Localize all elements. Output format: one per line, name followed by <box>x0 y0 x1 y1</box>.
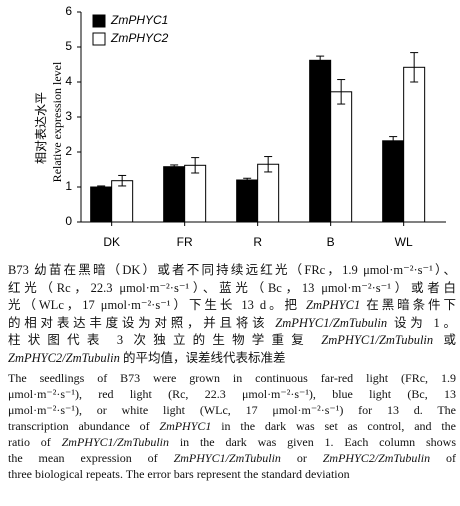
y-axis-label: Relative expression level <box>50 61 64 182</box>
bar <box>236 179 259 223</box>
caption-text: 设为 1。 <box>387 315 456 330</box>
x-tick-label: B <box>327 235 335 249</box>
y-tick-label: 4 <box>65 74 72 88</box>
legend-label: ZmPHYC1 <box>110 13 168 27</box>
bar <box>163 166 186 223</box>
caption-text: μmol·m⁻²·s⁻¹), red light (Rc, 22.3 μmol·… <box>8 387 456 401</box>
caption-text: ratio of <box>8 435 62 449</box>
caption-text: ZmPHYC1/ZmTubulin <box>61 435 169 449</box>
caption-line: B73 幼苗在黑暗（DK）或者不同持续远红光（FRc，1.9 μmol·m⁻²·… <box>8 262 456 280</box>
caption-line: 光（WLc，17 μmol·m⁻²·s⁻¹）下生长 13 d。把 ZmPHYC1… <box>8 297 456 315</box>
bar <box>330 91 353 223</box>
caption-text: ZmPHYC1/ZmTubulin <box>173 451 281 465</box>
legend-label: ZmPHYC2 <box>110 31 169 45</box>
caption-text: The seedlings of B73 were grown in conti… <box>8 371 456 385</box>
caption-text: 或 <box>433 333 456 347</box>
caption-line: 红光（Rc，22.3 μmol·m⁻²·s⁻¹）、蓝光（Bc，13 μmol·m… <box>8 280 456 298</box>
caption-line: 的相对表达丰度设为对照，并且将该 ZmPHYC1/ZmTubulin 设为 1。 <box>8 315 456 333</box>
x-tick-label: WL <box>395 235 413 249</box>
caption-line: The seedlings of B73 were grown in conti… <box>8 370 456 386</box>
caption-line: ratio of ZmPHYC1/ZmTubulin in the dark w… <box>8 434 456 450</box>
x-tick-label: DK <box>103 235 120 249</box>
y-tick-label: 1 <box>65 179 72 193</box>
caption-zh: B73 幼苗在黑暗（DK）或者不同持续远红光（FRc，1.9 μmol·m⁻²·… <box>8 262 456 367</box>
bar <box>111 180 134 223</box>
y-tick-label: 0 <box>65 214 72 228</box>
bar <box>309 59 332 223</box>
bar <box>90 186 113 223</box>
caption-en: The seedlings of B73 were grown in conti… <box>8 370 456 482</box>
caption-text: of <box>430 451 457 465</box>
caption-text: ZmPHYC1/ZmTubulin <box>321 333 434 347</box>
caption-text: in the dark was set as control, and the <box>211 419 456 433</box>
caption-line: μmol·m⁻²·s⁻¹), or white light (WLc, 17 μ… <box>8 402 456 418</box>
caption-text: three biological repeats. The error bars… <box>8 467 350 481</box>
y-tick-label: 5 <box>65 39 72 53</box>
caption-text: 光（WLc，17 μmol·m⁻²·s⁻¹）下生长 13 d。把 <box>8 298 307 312</box>
caption-text: in the dark was given 1. Each column sho… <box>169 435 456 449</box>
caption-text: 的相对表达丰度设为对照，并且将该 <box>8 315 276 330</box>
y-tick-label: 3 <box>65 109 72 123</box>
caption-text: or <box>280 451 323 465</box>
legend-swatch <box>92 14 106 28</box>
caption-text: 红光（Rc，22.3 μmol·m⁻²·s⁻¹）、蓝光（Bc，13 μmol·m… <box>8 280 456 295</box>
caption-text: B73 幼苗在黑暗（DK）或者不同持续远红光（FRc，1.9 μmol·m⁻²·… <box>8 263 456 277</box>
y-axis-label: 相对表达水平 <box>34 92 48 164</box>
caption-text: ZmPHYC1 <box>159 419 212 433</box>
caption-text: 柱状图代表 3 次独立的生物学重复 <box>8 333 322 347</box>
caption-text: the mean expression of <box>8 451 174 465</box>
caption-text: 的平均值，误差线代表标准差 <box>119 350 286 365</box>
caption-line: ZmPHYC2/ZmTubulin 的平均值，误差线代表标准差 <box>8 350 456 368</box>
x-tick-label: R <box>253 235 262 249</box>
caption: B73 幼苗在黑暗（DK）或者不同持续远红光（FRc，1.9 μmol·m⁻²·… <box>8 262 456 482</box>
x-tick-label: FR <box>177 235 193 249</box>
caption-text: 在黑暗条件下 <box>360 298 456 312</box>
caption-line: μmol·m⁻²·s⁻¹), red light (Rc, 22.3 μmol·… <box>8 386 456 402</box>
caption-line: the mean expression of ZmPHYC1/ZmTubulin… <box>8 450 456 466</box>
caption-line: 柱状图代表 3 次独立的生物学重复 ZmPHYC1/ZmTubulin 或 <box>8 332 456 350</box>
y-tick-label: 2 <box>65 144 72 158</box>
y-tick-label: 6 <box>65 4 72 18</box>
caption-text: ZmPHYC2/ZmTubulin <box>8 350 120 365</box>
chart: 0 1 2 3 4 5 6 相对表达水平 Relative expression level DK… <box>34 4 446 249</box>
caption-line: three biological repeats. The error bars… <box>8 466 456 482</box>
caption-text: transcription abundance of <box>8 419 160 433</box>
bar <box>257 163 280 223</box>
bar <box>403 66 426 223</box>
bar <box>184 164 207 223</box>
caption-text: ZmPHYC2/ZmTubulin <box>322 451 431 465</box>
caption-text: ZmPHYC1/ZmTubulin <box>275 315 388 330</box>
bar <box>382 140 405 223</box>
legend-swatch <box>92 32 106 46</box>
caption-text: μmol·m⁻²·s⁻¹), or white light (WLc, 17 μ… <box>8 403 456 417</box>
caption-text: ZmPHYC1 <box>306 298 361 312</box>
caption-line: transcription abundance of ZmPHYC1 in th… <box>8 418 456 434</box>
